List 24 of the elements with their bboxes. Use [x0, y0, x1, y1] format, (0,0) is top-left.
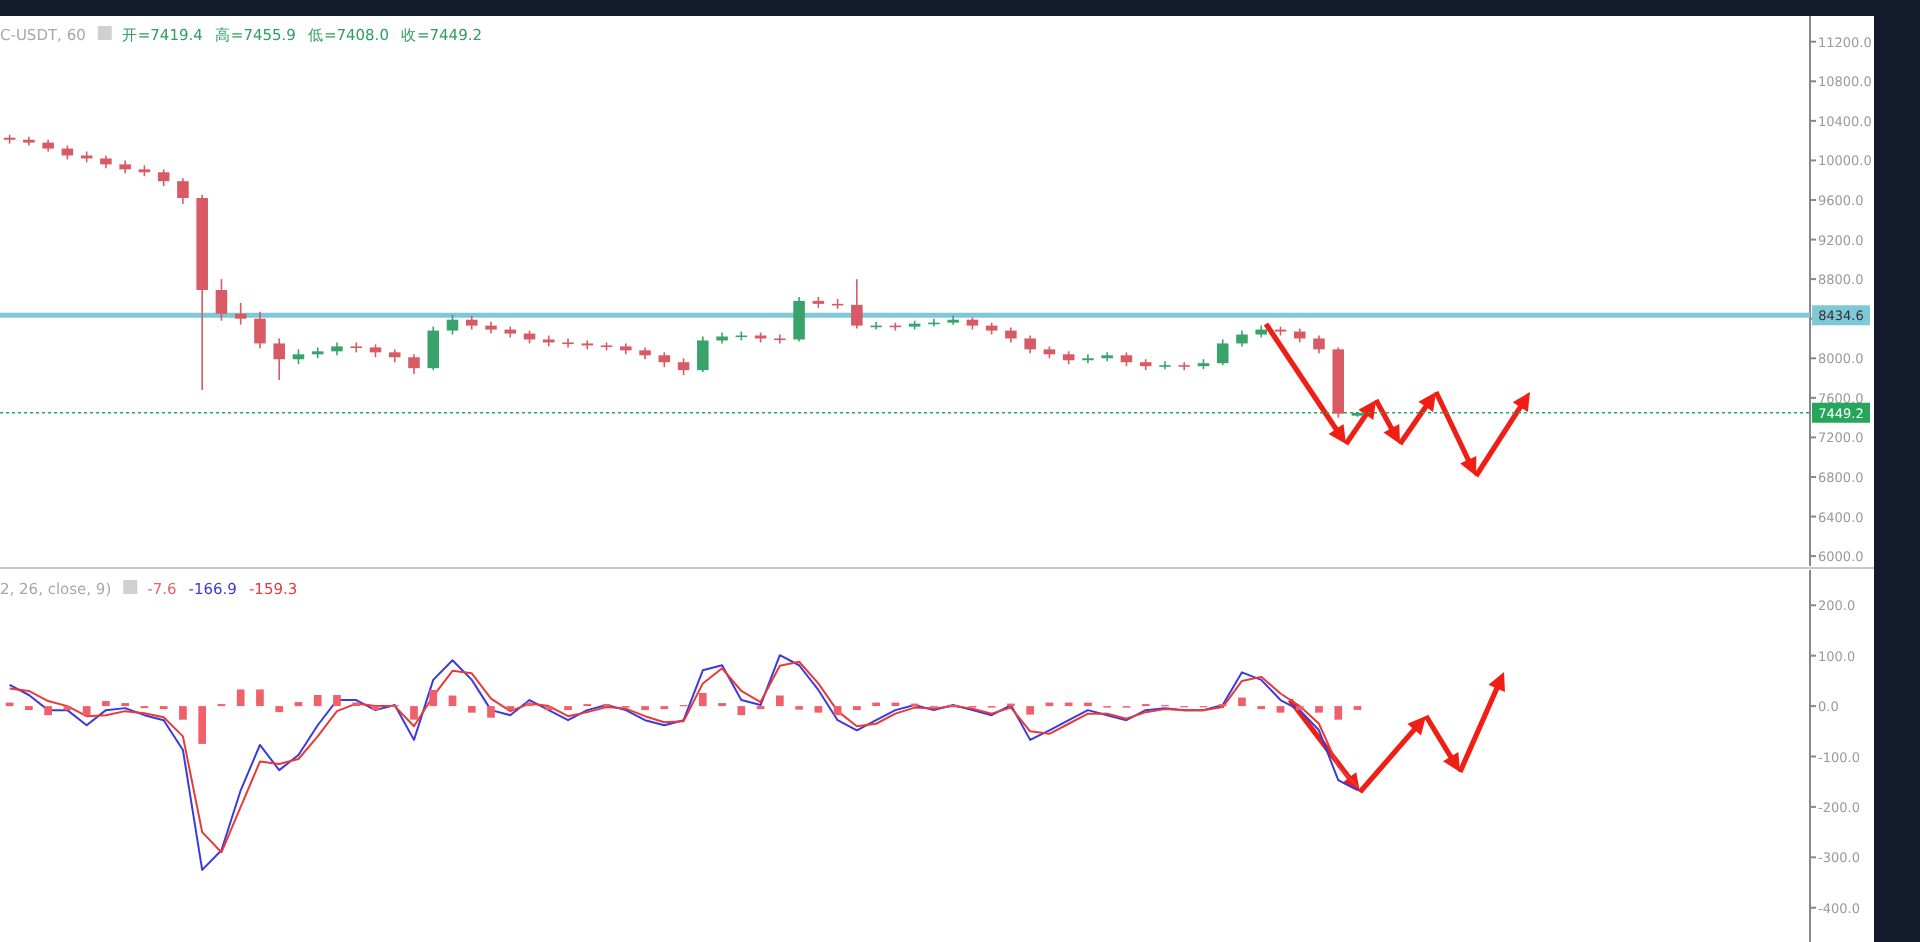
bar: [1238, 697, 1246, 707]
bar: [487, 706, 495, 718]
bar: [698, 692, 707, 707]
bar: [467, 706, 476, 713]
bar: [1334, 706, 1343, 720]
bar: [775, 695, 784, 707]
bar: [333, 695, 341, 707]
bar: [102, 701, 110, 707]
bar: [82, 706, 91, 716]
bar: [256, 689, 264, 707]
bar: [814, 706, 823, 713]
bar: [737, 706, 746, 716]
bar: [410, 706, 418, 720]
bar: [1276, 706, 1285, 713]
bar: [429, 689, 438, 707]
bar: [198, 706, 207, 744]
bar: [179, 706, 187, 720]
bar: [275, 706, 284, 713]
bar: [833, 706, 842, 716]
bar: [313, 695, 322, 707]
bar: [44, 706, 52, 716]
bar: [1315, 706, 1323, 713]
bar: [236, 689, 245, 707]
bar: [1026, 706, 1035, 715]
